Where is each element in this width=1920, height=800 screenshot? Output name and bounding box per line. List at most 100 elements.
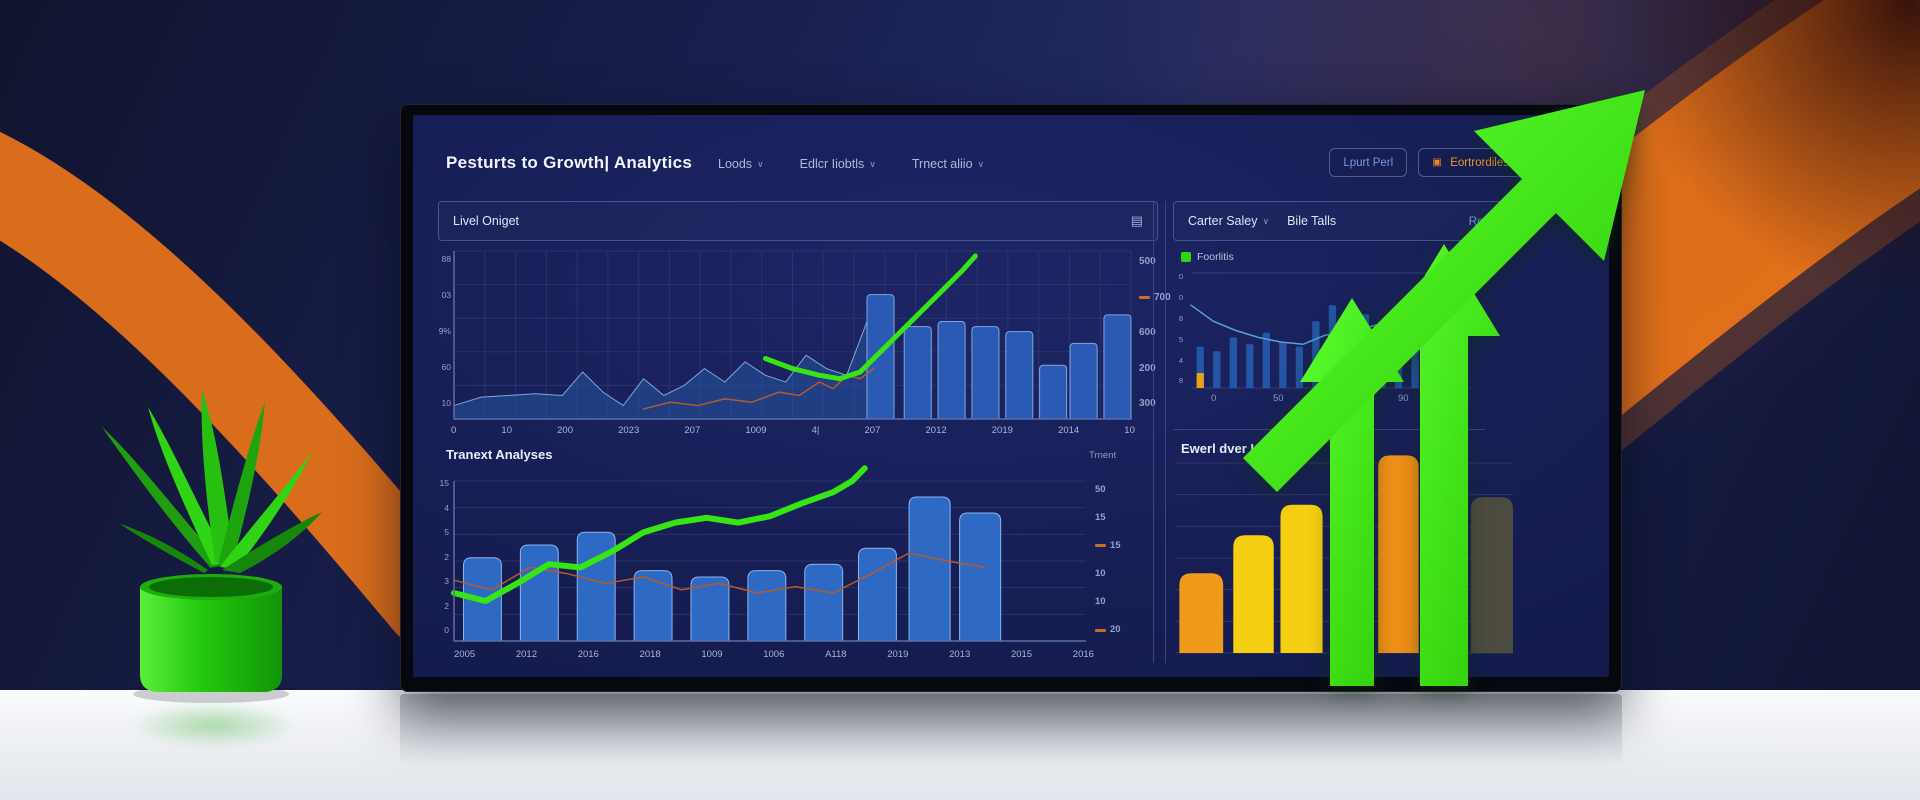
growth-bar-chart (1176, 455, 1513, 654)
axis-tick: 60 (441, 361, 451, 372)
desk-surface (0, 690, 1920, 800)
right-panel-header: Carter Saley ∨ Bile Talls Rgnel (1173, 201, 1515, 241)
chevron-down-icon: ∨ (869, 158, 876, 169)
axis-tick: 2 (444, 551, 449, 562)
axis-tick: 4 (1178, 355, 1183, 365)
panel2-right-label: Trnent (1089, 450, 1117, 461)
axis-tick: 0 (444, 625, 449, 636)
main-x-labels: 0 10 200 2023 207 1009 4| 207 2012 2019 … (451, 425, 1135, 436)
axis-tick: 5 (444, 527, 449, 538)
axis-label: 2012 (925, 425, 947, 436)
axis-label: 0 (451, 425, 457, 436)
axis-tick: 700 (1139, 292, 1171, 303)
axis-tick: 15 (1095, 541, 1121, 551)
chart2-right-ticks: 50 15 15 10 10 20 (1095, 485, 1121, 635)
axis-label: 90 (1398, 393, 1409, 404)
axis-tick: 5 (1178, 334, 1183, 344)
axis-label: 1009 (701, 649, 723, 660)
axis-label: 2015 (1010, 649, 1033, 660)
axis-tick: 200 (1139, 362, 1156, 374)
axis-label: 2012 (515, 649, 537, 660)
chevron-down-icon: ∨ (757, 158, 764, 169)
mini-left-ticks: 0 0 8 5 4 8 (1169, 273, 1183, 385)
nav-item-3[interactable]: Trnect aliio ∨ (911, 157, 985, 171)
plant-reflection (128, 702, 298, 748)
axis-tick: 20 (1095, 625, 1121, 635)
nav-item-2[interactable]: Edlcr Iiobtls ∨ (799, 157, 876, 171)
axis-label: 2016 (577, 649, 599, 660)
chevron-down-icon: ∨ (1262, 215, 1270, 226)
axis-tick: 8 (1178, 376, 1183, 386)
axis-label: 2016 (1072, 649, 1094, 660)
dropdown-carter-saley[interactable]: Carter Saley ∨ (1188, 214, 1270, 228)
panel-menu-icon[interactable]: ▤ (1130, 213, 1143, 228)
column-divider (1153, 201, 1166, 663)
orange-dash-icon (1095, 628, 1106, 632)
panel1-header: Livel Oniget ▤ (438, 201, 1158, 241)
legend-label: Foorlitis (1197, 251, 1234, 263)
axis-label: 2019 (887, 649, 909, 660)
axis-tick: 2 (444, 600, 449, 611)
axis-label: 50 (1273, 393, 1284, 404)
axis-tick: 3 (444, 576, 449, 587)
nav-item-1[interactable]: Loods ∨ (718, 157, 764, 171)
axis-label: 1009 (745, 425, 767, 436)
main-nav: Loods ∨ Edlcr Iiobtls ∨ Trnect aliio ∨ (718, 157, 984, 171)
trend-chart (451, 465, 1086, 642)
axis-tick: 15 (439, 478, 449, 488)
dashboard-screen: Pesturts to Growth| Analytics Loods ∨ Ed… (413, 115, 1609, 677)
axis-label: 2023 (618, 425, 640, 436)
main-chart (453, 250, 1132, 420)
axis-label: 1006 (763, 649, 785, 660)
axis-label: 10 (1124, 425, 1135, 436)
right-panel-subtitle: Bile Talls (1287, 214, 1337, 228)
axis-tick: 4 (444, 502, 449, 513)
axis-tick: 8 (1178, 313, 1183, 323)
axis-tick: 0 (1178, 272, 1183, 281)
axis-tick: 03 (441, 289, 451, 300)
axis-label: 2019 (991, 425, 1013, 436)
axis-tick: 10 (1095, 568, 1106, 580)
axis-tick: 500 (1139, 256, 1156, 267)
axis-tick: 300 (1139, 398, 1156, 409)
main-left-ticks: 88 03 9% 60 10 (425, 255, 451, 407)
page-title: Pesturts to Growth| Analytics (446, 153, 693, 172)
axis-label: A118 (825, 649, 847, 660)
section2-title: Ewerl dver Liss (1181, 441, 1277, 456)
secondary-button[interactable]: Lpurt Perl (1329, 148, 1408, 177)
monitor-bezel: Pesturts to Growth| Analytics Loods ∨ Ed… (400, 104, 1622, 692)
axis-label: 2013 (949, 649, 971, 660)
axis-tick: 0 (1178, 292, 1183, 302)
axis-label: 2018 (639, 649, 661, 660)
mini-chart (1190, 272, 1471, 389)
primary-button[interactable]: ▣ Eortrordiles (1418, 148, 1523, 177)
chart2-left-ticks: 15 4 5 2 3 2 0 (427, 479, 449, 635)
orange-dash-icon (1139, 296, 1150, 299)
separator-line (1173, 429, 1485, 430)
main-right-ticks: 500 700 600 200 300 (1139, 257, 1171, 409)
button-badge-icon: ▣ (1432, 156, 1442, 168)
axis-label: 2005 (454, 649, 476, 660)
orange-dash-icon (1095, 544, 1106, 548)
axis-label: 207 (684, 425, 701, 436)
axis-tick: 10 (441, 397, 451, 408)
rgnel-link[interactable]: Rgnel (1468, 214, 1500, 228)
axis-label: 207 (864, 425, 881, 436)
header-buttons: Lpurt Perl ▣ Eortrordiles (1329, 148, 1523, 177)
axis-tick: 88 (441, 254, 451, 264)
panel2-title: Tranext Analyses (446, 447, 553, 462)
axis-label: 200 (557, 425, 573, 436)
axis-tick: 50 (1095, 484, 1106, 495)
axis-tick: 10 (1095, 596, 1106, 608)
axis-label: 0 (1211, 393, 1217, 404)
axis-tick: 9% (438, 325, 451, 336)
axis-tick: 600 (1139, 327, 1156, 338)
axis-label: 4| (811, 425, 820, 436)
legend-swatch-icon (1181, 252, 1191, 262)
axis-label: 2014 (1058, 425, 1080, 436)
legend: Foorlitis (1181, 251, 1234, 263)
monitor-reflection (400, 694, 1622, 766)
axis-label: 10 (501, 425, 512, 436)
panel1-title: Livel Oniget (453, 214, 520, 228)
